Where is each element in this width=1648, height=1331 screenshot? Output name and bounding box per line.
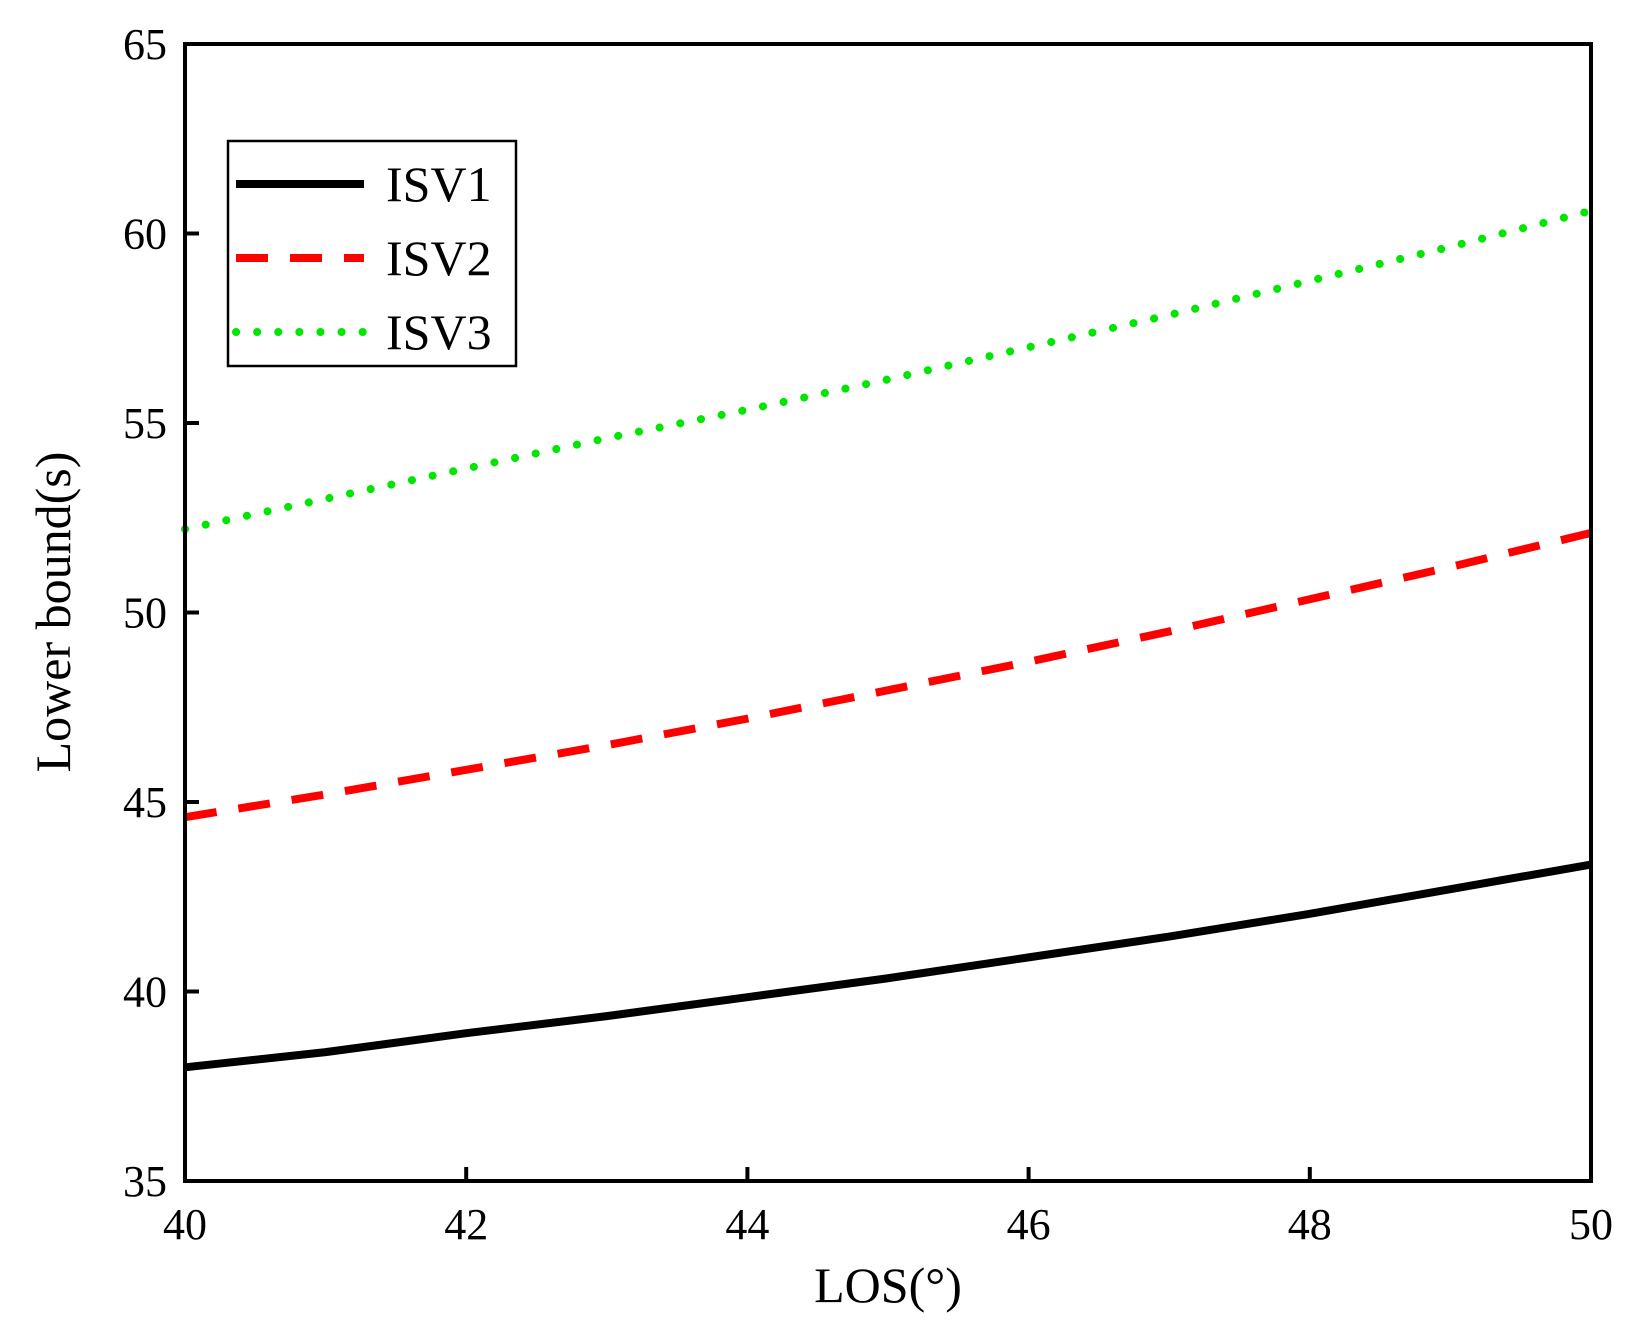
x-tick-label: 40	[163, 1200, 207, 1249]
y-tick-label: 55	[123, 399, 167, 448]
y-tick-label: 35	[123, 1157, 167, 1206]
legend: ISV1 ISV2 ISV3	[226, 139, 518, 368]
y-tick-label: 60	[123, 210, 167, 259]
y-tick-label: 45	[123, 778, 167, 827]
x-tick-label: 46	[1007, 1200, 1051, 1249]
y-tick-label: 50	[123, 589, 167, 638]
series-line-isv2	[184, 529, 1592, 822]
series-line-isv3	[181, 206, 1595, 534]
series-layer	[181, 206, 1595, 1072]
x-tick-label: 44	[725, 1200, 769, 1249]
y-tick-label: 65	[123, 20, 167, 69]
legend-label-isv2: ISV2	[386, 230, 492, 286]
legend-label-isv1: ISV1	[386, 156, 492, 212]
x-tick-label: 42	[444, 1200, 488, 1249]
series-line-isv1	[184, 860, 1592, 1072]
legend-box	[226, 139, 518, 368]
x-tick-label: 48	[1288, 1200, 1332, 1249]
x-tick-label: 50	[1569, 1200, 1613, 1249]
y-axis-label: Lower bound(s)	[25, 452, 81, 773]
y-tick-label: 40	[123, 968, 167, 1017]
legend-label-isv3: ISV3	[386, 304, 492, 360]
x-axis-label: LOS(°)	[814, 1257, 962, 1313]
